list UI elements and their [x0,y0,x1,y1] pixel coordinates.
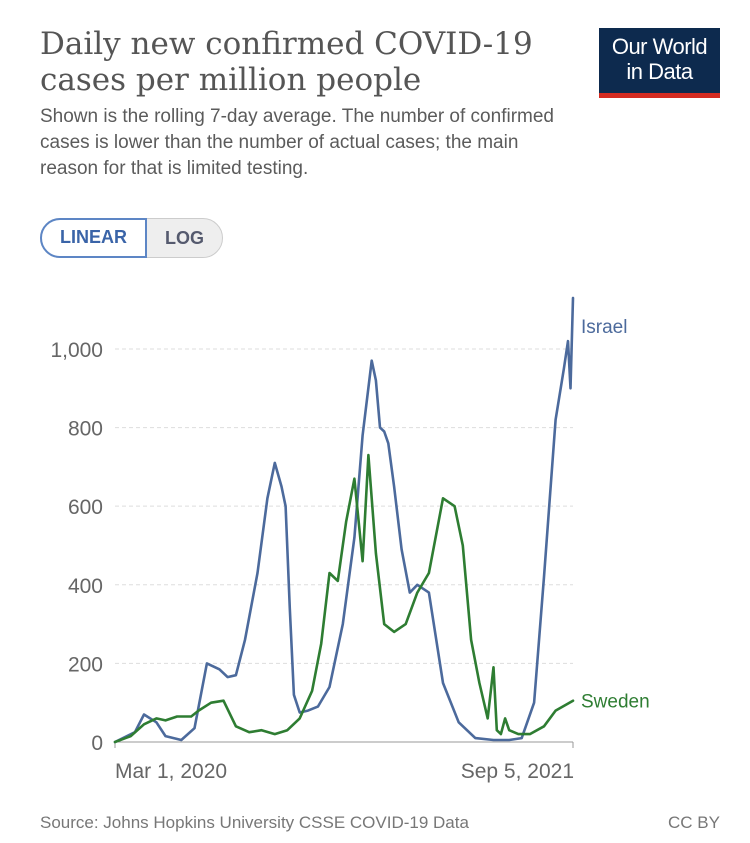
logo-line-2: in Data [626,59,693,84]
source-note[interactable]: Source: Johns Hopkins University CSSE CO… [40,813,469,832]
logo-line-1: Our World [611,34,708,59]
chart-subtitle: Shown is the rolling 7-day average. The … [40,106,554,179]
linear-scale-button[interactable]: LINEAR [40,218,147,258]
x-tick-label: Sep 5, 2021 [461,760,574,783]
logo-accent-bar [599,93,720,98]
series-lines [113,296,575,744]
chart-title: Daily new confirmed COVID-19 cases per m… [40,26,533,98]
y-tick-label: 0 [91,732,103,755]
log-scale-button[interactable]: LOG [165,228,204,248]
grid-lines [115,348,573,664]
license-link[interactable]: CC BY [668,813,720,832]
series-label-israel: Israel [581,317,627,338]
scale-toggle: LINEAR LOG [40,218,223,258]
series-label-sweden: Sweden [581,692,650,713]
x-tick-label: Mar 1, 2020 [115,760,227,783]
y-tick-label: 1,000 [50,339,103,362]
y-tick-label: 200 [68,653,103,676]
series-line-israel[interactable] [113,296,575,744]
owid-logo[interactable]: Our World in Data [599,28,720,98]
y-tick-label: 400 [68,575,103,598]
y-tick-label: 800 [68,418,103,441]
series-labels: Israel Sweden [581,317,650,713]
axes: 0 200 400 600 800 1,000 Mar 1, 2020 Sep 5, 2021 [50,339,574,783]
y-tick-label: 600 [68,496,103,519]
line-chart: 0 200 400 600 800 1,000 Mar 1, 2020 Sep 5, 2021… [50,296,650,783]
series-line-sweden[interactable] [113,453,575,744]
